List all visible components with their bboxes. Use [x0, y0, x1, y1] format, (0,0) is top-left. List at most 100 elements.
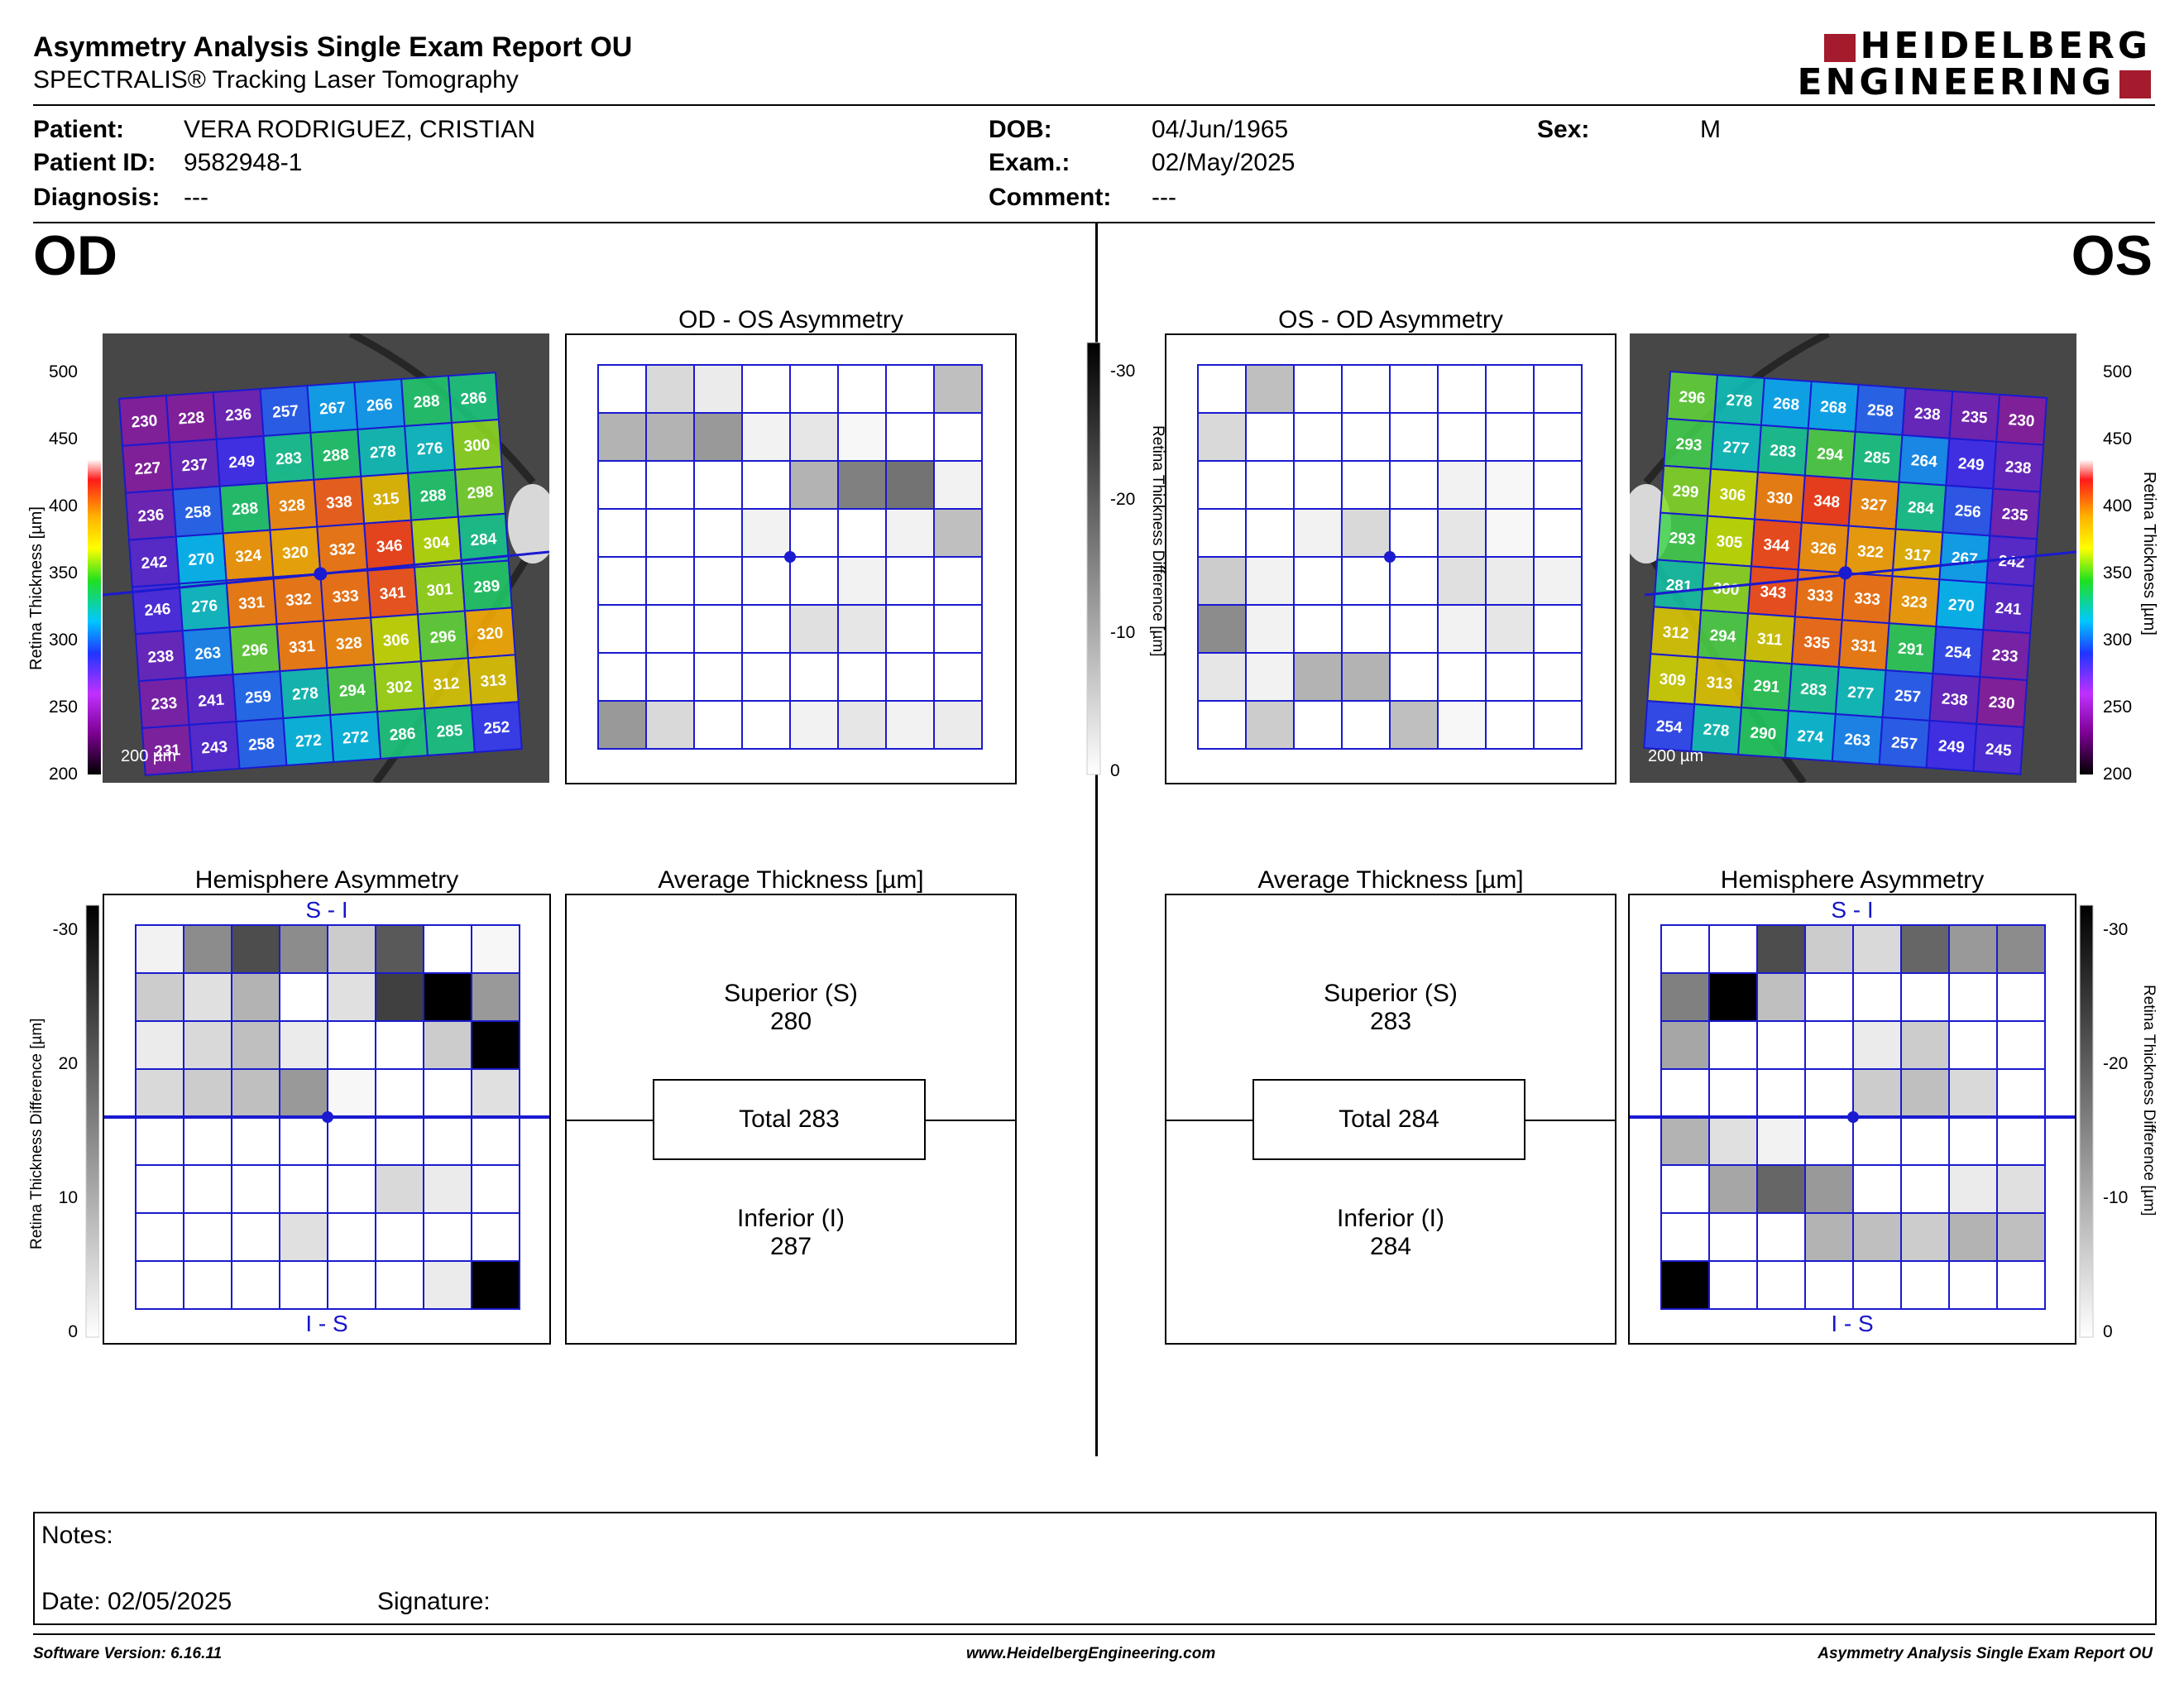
os-asym-cell-5-1 [1245, 604, 1295, 654]
od-map-value-6-7: 313 [480, 672, 507, 691]
od-average-panel: Superior (S) 280 Total 283 Inferior (I) … [565, 894, 1017, 1345]
os-asym-cell-1-3 [1341, 412, 1391, 462]
od-asym-cell-6-2 [693, 652, 743, 702]
od-map-value-5-3: 331 [288, 638, 316, 657]
tick-250: 250 [49, 698, 78, 717]
od-hemi-cell-4-2 [231, 1116, 280, 1166]
os-hemi-cell-3-0 [1660, 1068, 1710, 1118]
os-asym-cell-4-6 [1485, 556, 1535, 606]
od-superior-label: Superior (S) [724, 980, 858, 1007]
od-asym-cell-0-0 [597, 364, 647, 414]
os-map-value-4-4: 333 [1853, 590, 1880, 609]
os-map-value-1-2: 283 [1770, 442, 1797, 461]
os-average-title: Average Thickness [µm] [1257, 866, 1524, 894]
tick-200: 200 [49, 765, 78, 784]
os-hemi-cell-6-0 [1660, 1212, 1710, 1262]
logo-mark-top [1823, 34, 1856, 62]
od-hemi-cell-0-5 [375, 924, 424, 974]
os-hemi-cell-1-3 [1804, 972, 1854, 1022]
os-hemisphere-title: Hemisphere Asymmetry [1720, 866, 1985, 894]
od-map-value-5-2: 296 [242, 641, 269, 660]
os-map-value-6-7: 230 [1988, 693, 2015, 712]
os-map-value-4-6: 270 [1947, 597, 1975, 616]
os-asym-cell-0-2 [1293, 364, 1343, 414]
od-hemi-cell-5-3 [279, 1164, 328, 1214]
logo-mark-bottom [2119, 70, 2151, 98]
os-hemi-cell-5-2 [1756, 1164, 1806, 1214]
od-hemi-cell-3-3 [279, 1068, 328, 1118]
os-scale-bar: 200 µm [1648, 747, 1704, 765]
od-hemi-cell-2-0 [135, 1020, 184, 1070]
od-asym-cell-1-6 [885, 412, 935, 462]
comment-label: Comment: [989, 184, 1112, 211]
os-asym-cell-7-7 [1533, 700, 1583, 750]
od-asym-cell-4-4 [789, 556, 839, 606]
website-link[interactable]: www.HeidelbergEngineering.com [966, 1645, 1216, 1662]
os-asym-cell-4-5 [1437, 556, 1487, 606]
od-asym-cell-2-4 [789, 460, 839, 510]
notes-box[interactable]: Notes: Date: 02/05/2025 Signature: [33, 1512, 2157, 1625]
od-scan-line [103, 550, 549, 597]
os-hemi-cell-3-6 [1948, 1068, 1998, 1118]
os-asym-cell-0-4 [1389, 364, 1439, 414]
os-hemi-cell-1-6 [1948, 972, 1998, 1022]
od-map-value-7-7: 252 [483, 719, 510, 738]
od-hemi-cell-2-4 [327, 1020, 376, 1070]
center-divider [1095, 223, 1098, 1456]
os-hemi-cell-3-7 [1996, 1068, 2046, 1118]
os-hemi-cell-4-2 [1756, 1116, 1806, 1166]
os-asym-cell-4-0 [1197, 556, 1247, 606]
od-hemi-cell-2-2 [231, 1020, 280, 1070]
od-map-value-3-1: 270 [188, 550, 215, 569]
od-map-value-6-5: 302 [386, 679, 413, 698]
os-asym-cell-1-4 [1389, 412, 1439, 462]
os-asym-fovea-marker [1384, 551, 1396, 563]
od-map-value-1-0: 227 [134, 459, 161, 478]
os-map-value-3-1: 305 [1716, 533, 1744, 552]
od-map-value-4-1: 276 [191, 597, 218, 616]
od-asymmetry-panel [565, 333, 1017, 784]
os-map-value-3-4: 322 [1856, 543, 1884, 562]
od-map-value-5-0: 238 [147, 648, 175, 667]
os-hemi-cell-6-7 [1996, 1212, 2046, 1262]
os-hemi-cell-1-7 [1996, 972, 2046, 1022]
os-asym-cell-6-3 [1341, 652, 1391, 702]
od-asym-cell-4-3 [741, 556, 791, 606]
od-hemisphere-title: Hemisphere Asymmetry [194, 866, 459, 894]
diagnosis-label: Diagnosis: [33, 184, 160, 211]
od-map-value-6-3: 278 [291, 685, 318, 704]
os-hemi-cell-7-1 [1708, 1260, 1758, 1310]
os-asym-cell-3-2 [1293, 508, 1343, 558]
patient-id: 9582948-1 [184, 149, 303, 176]
od-asym-cell-7-7 [933, 700, 983, 750]
os-map-value-6-0: 309 [1659, 671, 1686, 690]
od-map-value-4-7: 289 [473, 578, 500, 597]
od-map-value-6-0: 233 [151, 694, 178, 713]
od-hemi-cell-5-6 [423, 1164, 472, 1214]
od-map-value-4-2: 331 [238, 594, 266, 613]
od-asym-cell-0-6 [885, 364, 935, 414]
os-asym-cell-7-5 [1437, 700, 1487, 750]
os-asym-cell-1-1 [1245, 412, 1295, 462]
os-hemi-cell-1-2 [1756, 972, 1806, 1022]
os-superior-label: Superior (S) [1324, 980, 1458, 1007]
od-asym-cell-6-4 [789, 652, 839, 702]
od-asym-cell-7-2 [693, 700, 743, 750]
os-asym-cell-5-3 [1341, 604, 1391, 654]
od-asym-cell-2-0 [597, 460, 647, 510]
od-hemi-cell-3-0 [135, 1068, 184, 1118]
os-asym-cell-2-1 [1245, 460, 1295, 510]
os-hemi-cell-7-4 [1852, 1260, 1902, 1310]
comment-value: --- [1152, 184, 1176, 211]
os-hemi-cell-1-0 [1660, 972, 1710, 1022]
patient-label: Patient: [33, 116, 125, 143]
od-hemi-cell-4-0 [135, 1116, 184, 1166]
od-hemi-scale: -30 20 10 0 Retina Thickness Difference … [28, 904, 99, 1341]
os-asym-cell-0-0 [1197, 364, 1247, 414]
report-subtitle: SPECTRALIS® Tracking Laser Tomography [33, 66, 519, 94]
od-map-value-1-7: 300 [463, 436, 491, 455]
od-asym-cell-7-6 [885, 700, 935, 750]
os-label: OS [2071, 224, 2153, 287]
os-hemi-axis-label: Retina Thickness Difference [µm] [2140, 985, 2158, 1216]
os-tick-200: 200 [2103, 765, 2132, 784]
